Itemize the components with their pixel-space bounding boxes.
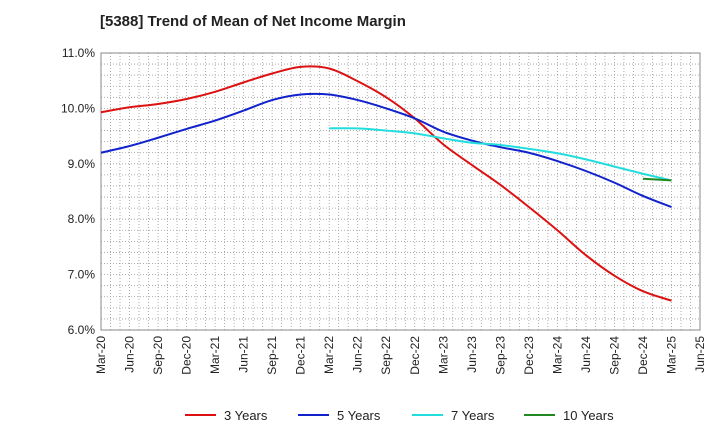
y-tick-label: 7.0% bbox=[68, 268, 96, 282]
x-tick-label: Mar-24 bbox=[550, 336, 564, 374]
series-line-5-years bbox=[100, 92, 672, 208]
legend-label-7-years: 7 Years bbox=[451, 408, 495, 423]
x-tick-label: Mar-21 bbox=[208, 336, 222, 374]
y-tick-label: 10.0% bbox=[61, 101, 95, 115]
x-tick-label: Sep-22 bbox=[379, 336, 393, 375]
x-tick-label: Sep-20 bbox=[151, 336, 165, 375]
x-tick-label: Dec-20 bbox=[180, 336, 194, 375]
series-line-7-years bbox=[329, 127, 672, 182]
x-tick-label: Jun-21 bbox=[237, 336, 251, 373]
y-tick-label: 8.0% bbox=[68, 212, 96, 226]
x-tick-label: Sep-21 bbox=[265, 336, 279, 375]
x-tick-label: Jun-23 bbox=[465, 336, 479, 373]
y-tick-label: 9.0% bbox=[68, 157, 96, 171]
x-tick-label: Mar-22 bbox=[322, 336, 336, 374]
x-tick-label: Dec-21 bbox=[294, 336, 308, 375]
y-axis-ticks: 6.0% 7.0% 8.0% 9.0% 10.0% 11.0% bbox=[61, 46, 95, 337]
x-tick-label: Jun-25 bbox=[693, 336, 707, 373]
x-tick-label: Sep-23 bbox=[493, 336, 507, 375]
x-tick-label: Dec-22 bbox=[408, 336, 422, 375]
x-tick-label: Mar-23 bbox=[436, 336, 450, 374]
x-tick-label: Jun-20 bbox=[123, 336, 137, 373]
legend: 3 Years 5 Years 7 Years 10 Years bbox=[185, 408, 614, 423]
plot-area-frame bbox=[100, 52, 701, 331]
series-lines bbox=[100, 65, 672, 302]
legend-label-10-years: 10 Years bbox=[563, 408, 614, 423]
x-axis-ticks: Mar-20 Jun-20 Sep-20 Dec-20 Mar-21 Jun-21 Sep-… bbox=[94, 336, 707, 375]
y-tick-label: 6.0% bbox=[68, 323, 96, 337]
x-tick-label: Mar-20 bbox=[94, 336, 108, 374]
x-tick-label: Mar-25 bbox=[664, 336, 678, 374]
x-tick-label: Dec-24 bbox=[636, 336, 650, 375]
x-tick-label: Dec-23 bbox=[522, 336, 536, 375]
grid bbox=[101, 53, 700, 330]
x-tick-label: Jun-22 bbox=[351, 336, 365, 373]
legend-label-3-years: 3 Years bbox=[224, 408, 268, 423]
x-tick-label: Sep-24 bbox=[607, 336, 621, 375]
series-line-3-years bbox=[100, 65, 672, 302]
series-line-10-years bbox=[642, 177, 672, 182]
x-tick-label: Jun-24 bbox=[579, 336, 593, 373]
chart-title: [5388] Trend of Mean of Net Income Margi… bbox=[100, 13, 406, 30]
y-tick-label: 11.0% bbox=[62, 46, 95, 60]
legend-label-5-years: 5 Years bbox=[337, 408, 381, 423]
